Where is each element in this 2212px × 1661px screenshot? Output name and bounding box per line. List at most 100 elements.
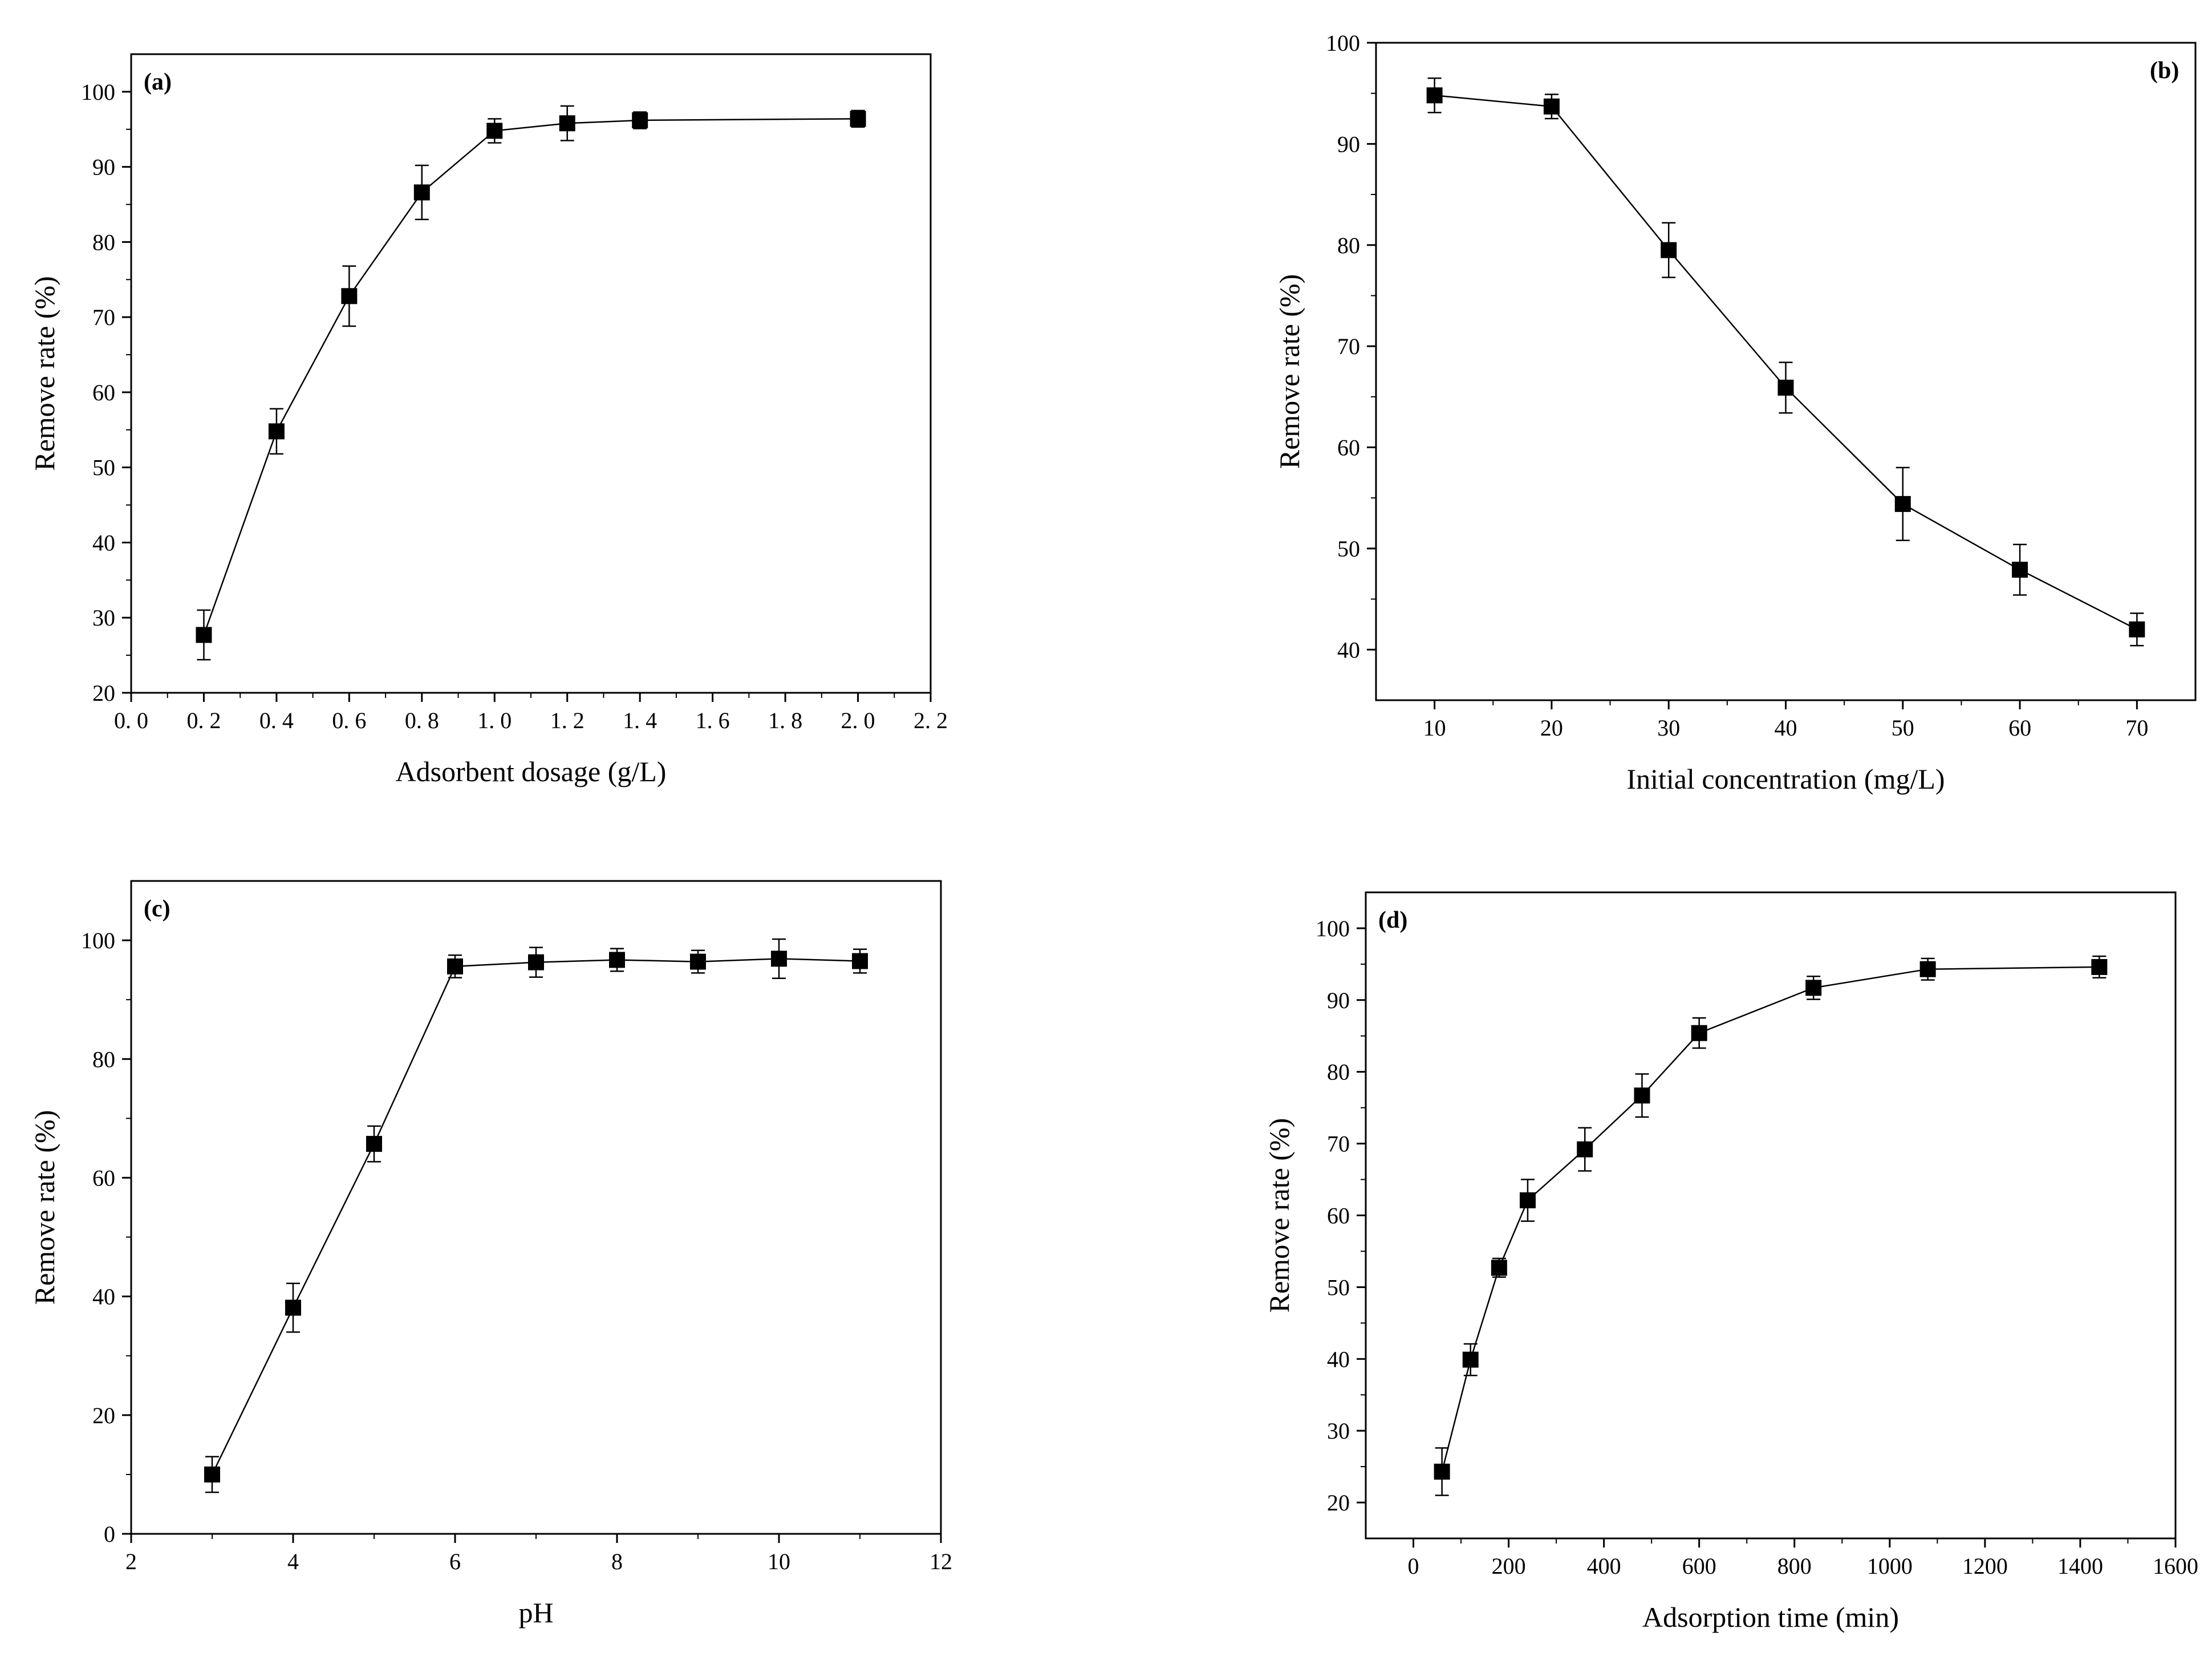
y-tick-label: 20 [1327,1490,1350,1516]
y-tick-label: 80 [1327,1059,1350,1085]
x-axis-label: Adsorption time (min) [1642,1601,1899,1633]
x-axis-label: pH [518,1597,553,1628]
data-point [447,958,463,974]
x-tick-label: 400 [1587,1553,1621,1579]
chart-panel-b: 10 20 30 40 50 60 70 40 50 60 70 80 90 100 Initial con… [1273,30,2197,795]
x-axis-label: Initial concentration (mg/L) [1626,763,1945,795]
y-tick-label: 40 [1327,1346,1350,1372]
y-tick-label: 80 [1337,233,1360,258]
panel-label: (c) [144,896,171,922]
y-tick-label: 40 [1337,637,1360,663]
y-tick-label: 40 [92,530,115,555]
x-axis-label: Adsorbent dosage (g/L) [396,756,667,787]
data-point [1777,379,1794,396]
chart-panel-d: 0 200 400 600 800 1000 1200 1400 1600 20 30 40 50 60 7… [1263,891,2198,1633]
panel-label: (d) [1378,907,1407,933]
y-tick-label: 70 [1327,1131,1350,1157]
y-tick-label: 60 [92,1165,115,1191]
data-point [632,112,648,128]
x-tick-label: 0. 4 [259,708,294,733]
y-tick-label: 20 [92,1403,115,1428]
y-tick-label: 100 [81,928,115,953]
data-series [204,938,868,1493]
data-series [1434,955,2108,1496]
x-tick-label: 2. 0 [841,708,875,733]
data-point [1434,1463,1450,1480]
x-tick-label: 600 [1682,1553,1716,1579]
x-tick-label: 0. 0 [114,708,148,733]
x-tick-label: 800 [1777,1553,1812,1579]
data-point [1426,87,1443,104]
y-tick-label: 70 [1337,334,1360,359]
x-tick-label: 2. 2 [914,708,948,733]
x-tick-label: 4 [287,1549,299,1574]
series-line [211,958,861,1475]
y-axis-label: Remove rate (%) [29,276,60,471]
plot-frame [1365,891,2177,1540]
x-tick-label: 12 [930,1549,952,1574]
y-tick-label: 100 [81,79,115,105]
x-tick-label: 1200 [1962,1553,2008,1579]
x-tick-label: 1000 [1867,1553,1913,1579]
chart-panel-c: 2 4 6 8 10 12 0 20 40 60 80 100 pH Remove rate (%) (c) [29,880,952,1628]
series-line [203,118,858,635]
y-tick-label: 30 [1327,1418,1350,1444]
data-point [1919,961,1936,977]
data-point [204,1466,220,1483]
y-tick-label: 30 [92,605,115,631]
plot-frame [130,880,942,1535]
x-tick-label: 10 [768,1549,790,1574]
x-tick-label: 30 [1657,715,1680,741]
data-point [2129,621,2145,637]
data-series [1426,77,2145,647]
data-point [559,115,575,132]
data-point [850,111,866,127]
data-point [1520,1192,1536,1209]
x-tick-label: 40 [1775,715,1797,741]
x-tick-label: 6 [449,1549,461,1574]
x-tick-label: 2 [125,1549,137,1574]
data-point [852,953,868,969]
x-tick-label: 1600 [2153,1553,2198,1579]
data-point [1805,980,1822,996]
x-tick-label: 0. 8 [405,708,439,733]
data-point [2012,562,2028,578]
panel-label: (a) [144,69,172,95]
x-tick-label: 20 [1540,715,1563,741]
y-axis-label: Remove rate (%) [29,1110,60,1305]
x-tick-label: 1. 0 [477,708,512,733]
x-tick-label: 1400 [2057,1553,2103,1579]
y-tick-label: 90 [92,155,115,180]
data-point [771,951,787,967]
y-tick-label: 100 [1316,916,1350,941]
x-tick-label: 1. 4 [623,708,657,733]
x-tick-label: 200 [1492,1553,1526,1579]
data-point [1691,1025,1707,1041]
chart-panel-a: 0. 0 0. 2 0. 4 0. 6 0. 8 1. 0 1. 2 1. 4 1. 6 1. 8… [29,53,948,787]
data-point [1894,496,1911,512]
y-tick-label: 100 [1326,30,1360,56]
x-tick-label: 0 [1408,1553,1419,1579]
y-tick-label: 80 [92,229,115,255]
data-point [1462,1351,1479,1368]
y-axis-label: Remove rate (%) [1273,274,1305,469]
data-point [609,952,625,968]
y-tick-label: 70 [92,304,115,330]
y-tick-label: 90 [1337,131,1360,157]
x-tick-label: 8 [611,1549,623,1574]
y-tick-label: 50 [92,455,115,481]
x-tick-label: 1. 8 [768,708,802,733]
y-tick-label: 20 [92,680,115,706]
data-point [366,1136,382,1152]
data-point [413,184,430,201]
y-tick-label: 60 [1327,1203,1350,1229]
y-tick-label: 60 [1337,435,1360,461]
series-line [1441,966,2100,1472]
y-tick-label: 50 [1337,536,1360,562]
data-point [285,1299,301,1316]
data-point [1634,1087,1650,1104]
data-point [528,954,544,970]
data-point [486,123,503,139]
x-tick-label: 1. 2 [550,708,585,733]
